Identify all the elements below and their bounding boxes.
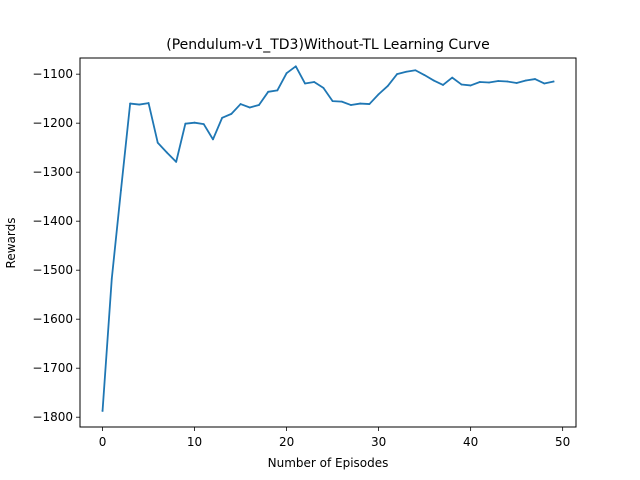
data-point-28 — [359, 102, 362, 105]
data-point-9 — [184, 122, 187, 125]
data-point-30 — [377, 93, 380, 96]
data-point-39 — [460, 83, 463, 86]
y-tick-label: −1300 — [32, 165, 73, 179]
data-point-33 — [405, 70, 408, 73]
data-point-14 — [230, 112, 233, 115]
data-point-34 — [414, 69, 417, 72]
plot-frame — [79, 57, 577, 428]
data-point-12 — [212, 138, 214, 141]
y-tick-label: −1500 — [32, 263, 73, 277]
x-axis-label: Number of Episodes — [268, 456, 389, 470]
data-point-1 — [110, 278, 113, 280]
data-point-47 — [534, 78, 536, 80]
chart-title: (Pendulum-v1_TD3)Without-TL Learning Cur… — [166, 37, 489, 53]
x-axis: 0 10 20 30 40 50 — [99, 427, 570, 449]
data-point-41 — [478, 81, 481, 83]
x-tick-label: 50 — [555, 435, 570, 449]
data-point-23 — [313, 81, 316, 83]
y-axis-label: Rewards — [4, 218, 18, 269]
data-point-3 — [129, 102, 132, 105]
series-points — [101, 65, 555, 412]
y-tick-label: −1400 — [32, 214, 73, 228]
x-tick-label: 40 — [463, 435, 478, 449]
y-axis: −1800 −1700 −1600 −1500 −1400 −1300 −1200 −1100 — [32, 67, 80, 424]
data-point-16 — [248, 106, 251, 109]
data-point-36 — [432, 79, 435, 82]
x-tick-label: 0 — [99, 435, 107, 449]
y-tick-label: −1200 — [32, 116, 73, 130]
series-line — [101, 65, 555, 412]
data-point-8 — [175, 160, 178, 163]
x-tick-label: 10 — [187, 435, 202, 449]
y-tick-label: −1800 — [32, 410, 73, 424]
data-point-27 — [350, 104, 352, 106]
data-point-19 — [276, 89, 279, 92]
data-point-15 — [239, 103, 242, 105]
data-point-18 — [267, 90, 270, 93]
data-point-43 — [497, 80, 500, 82]
y-tick-label: −1600 — [32, 312, 73, 326]
data-point-24 — [322, 86, 325, 89]
data-point-26 — [340, 100, 343, 103]
data-point-4 — [138, 103, 141, 106]
data-point-46 — [524, 79, 527, 82]
data-point-22 — [304, 82, 306, 85]
data-point-49 — [552, 80, 555, 83]
data-point-29 — [368, 103, 371, 105]
data-point-5 — [147, 102, 150, 104]
data-point-10 — [193, 121, 196, 124]
data-point-45 — [515, 82, 518, 84]
data-point-11 — [202, 123, 205, 126]
data-point-2 — [120, 189, 122, 192]
data-point-21 — [294, 65, 297, 68]
y-tick-label: −1100 — [32, 67, 73, 81]
data-point-37 — [442, 84, 444, 86]
plot-area: 0 10 20 30 40 50 −1800 −1700 −1600 −1500 −1400 −13… — [32, 57, 577, 449]
x-tick-label: 30 — [371, 435, 386, 449]
data-point-7 — [166, 151, 168, 154]
data-point-0 — [101, 409, 104, 412]
data-point-32 — [396, 73, 398, 76]
data-point-25 — [331, 100, 334, 103]
data-point-40 — [469, 84, 472, 87]
data-point-17 — [258, 104, 260, 106]
data-point-20 — [285, 72, 288, 75]
data-point-48 — [543, 82, 546, 85]
data-point-42 — [488, 81, 490, 84]
y-tick-label: −1700 — [32, 361, 73, 375]
data-point-31 — [386, 85, 389, 87]
data-point-13 — [221, 116, 224, 119]
data-point-38 — [451, 76, 454, 79]
data-point-6 — [156, 141, 159, 144]
data-point-35 — [423, 74, 426, 77]
x-tick-label: 20 — [279, 435, 294, 449]
data-point-44 — [506, 80, 509, 83]
